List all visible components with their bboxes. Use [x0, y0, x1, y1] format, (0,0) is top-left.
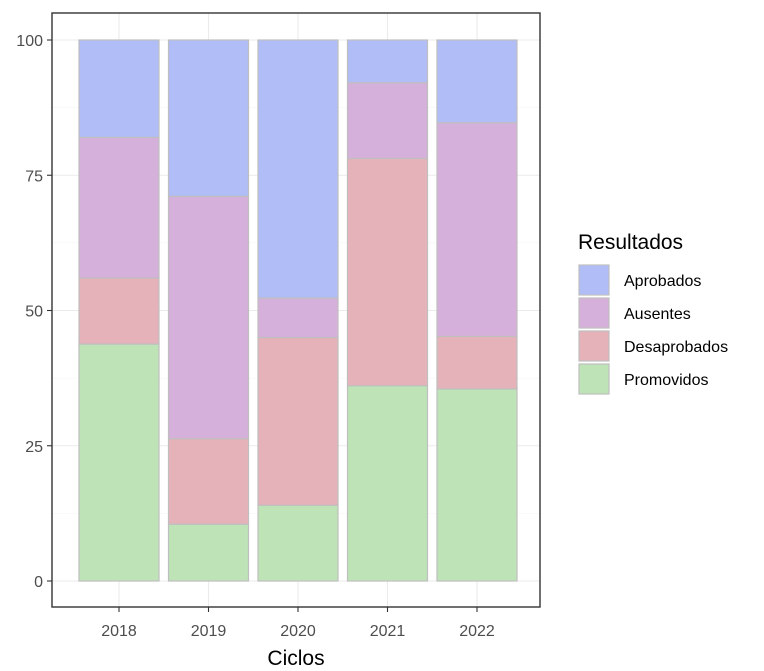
legend-label-ausentes: Ausentes [624, 306, 691, 323]
x-axis-title: Ciclos [267, 647, 324, 670]
x-tick-label: 2021 [370, 623, 406, 640]
bar-segment-desaprobados-2022 [436, 335, 518, 390]
bar-segment-promovidos-2018 [78, 343, 160, 582]
bar-segment-aprobados-2019 [167, 39, 250, 197]
legend-label-desaprobados: Desaprobados [624, 339, 728, 356]
bar-segment-desaprobados-2019 [167, 438, 250, 525]
y-tick-label: 75 [25, 168, 43, 185]
bar-segment-desaprobados-2021 [346, 157, 429, 387]
bar-segment-ausentes-2018 [78, 136, 160, 279]
bar-segment-ausentes-2021 [346, 82, 429, 160]
bar-segment-aprobados-2022 [436, 39, 518, 124]
x-axis: 2018 2019 2020 2021 2022 [101, 607, 495, 640]
x-tick-label: 2018 [101, 623, 137, 640]
x-tick-label: 2020 [280, 623, 316, 640]
bar-segment-ausentes-2019 [167, 195, 250, 440]
legend-key-ausentes [578, 297, 610, 329]
legend-key-promovidos [578, 363, 610, 395]
legend: Resultados Aprobados Ausentes Desaprobados… [578, 231, 728, 395]
legend-label-promovidos: Promovidos [624, 372, 708, 389]
y-tick-label: 100 [16, 33, 43, 50]
x-tick-label: 2019 [191, 623, 227, 640]
bar-segment-aprobados-2018 [78, 39, 160, 138]
bar-segment-ausentes-2020 [257, 297, 339, 339]
bar-segment-desaprobados-2020 [257, 336, 339, 506]
y-axis: 0 25 50 75 100 [16, 33, 52, 591]
bar-segment-promovidos-2019 [167, 523, 250, 582]
legend-key-aprobados [578, 264, 610, 296]
y-tick-label: 0 [34, 574, 43, 591]
legend-label-aprobados: Aprobados [624, 273, 701, 290]
bar-segment-desaprobados-2018 [78, 277, 160, 345]
bar-segment-promovidos-2022 [436, 388, 518, 582]
bars [78, 39, 518, 582]
bar-segment-promovidos-2020 [257, 504, 339, 582]
bar-segment-ausentes-2022 [436, 122, 518, 338]
y-tick-label: 50 [25, 304, 43, 321]
x-tick-label: 2022 [459, 623, 495, 640]
legend-title: Resultados [578, 231, 683, 254]
bar-segment-promovidos-2021 [346, 385, 429, 582]
bar-segment-aprobados-2020 [257, 39, 339, 299]
y-tick-label: 25 [25, 439, 43, 456]
legend-key-desaprobados [578, 330, 610, 362]
bar-segment-aprobados-2021 [346, 39, 429, 84]
